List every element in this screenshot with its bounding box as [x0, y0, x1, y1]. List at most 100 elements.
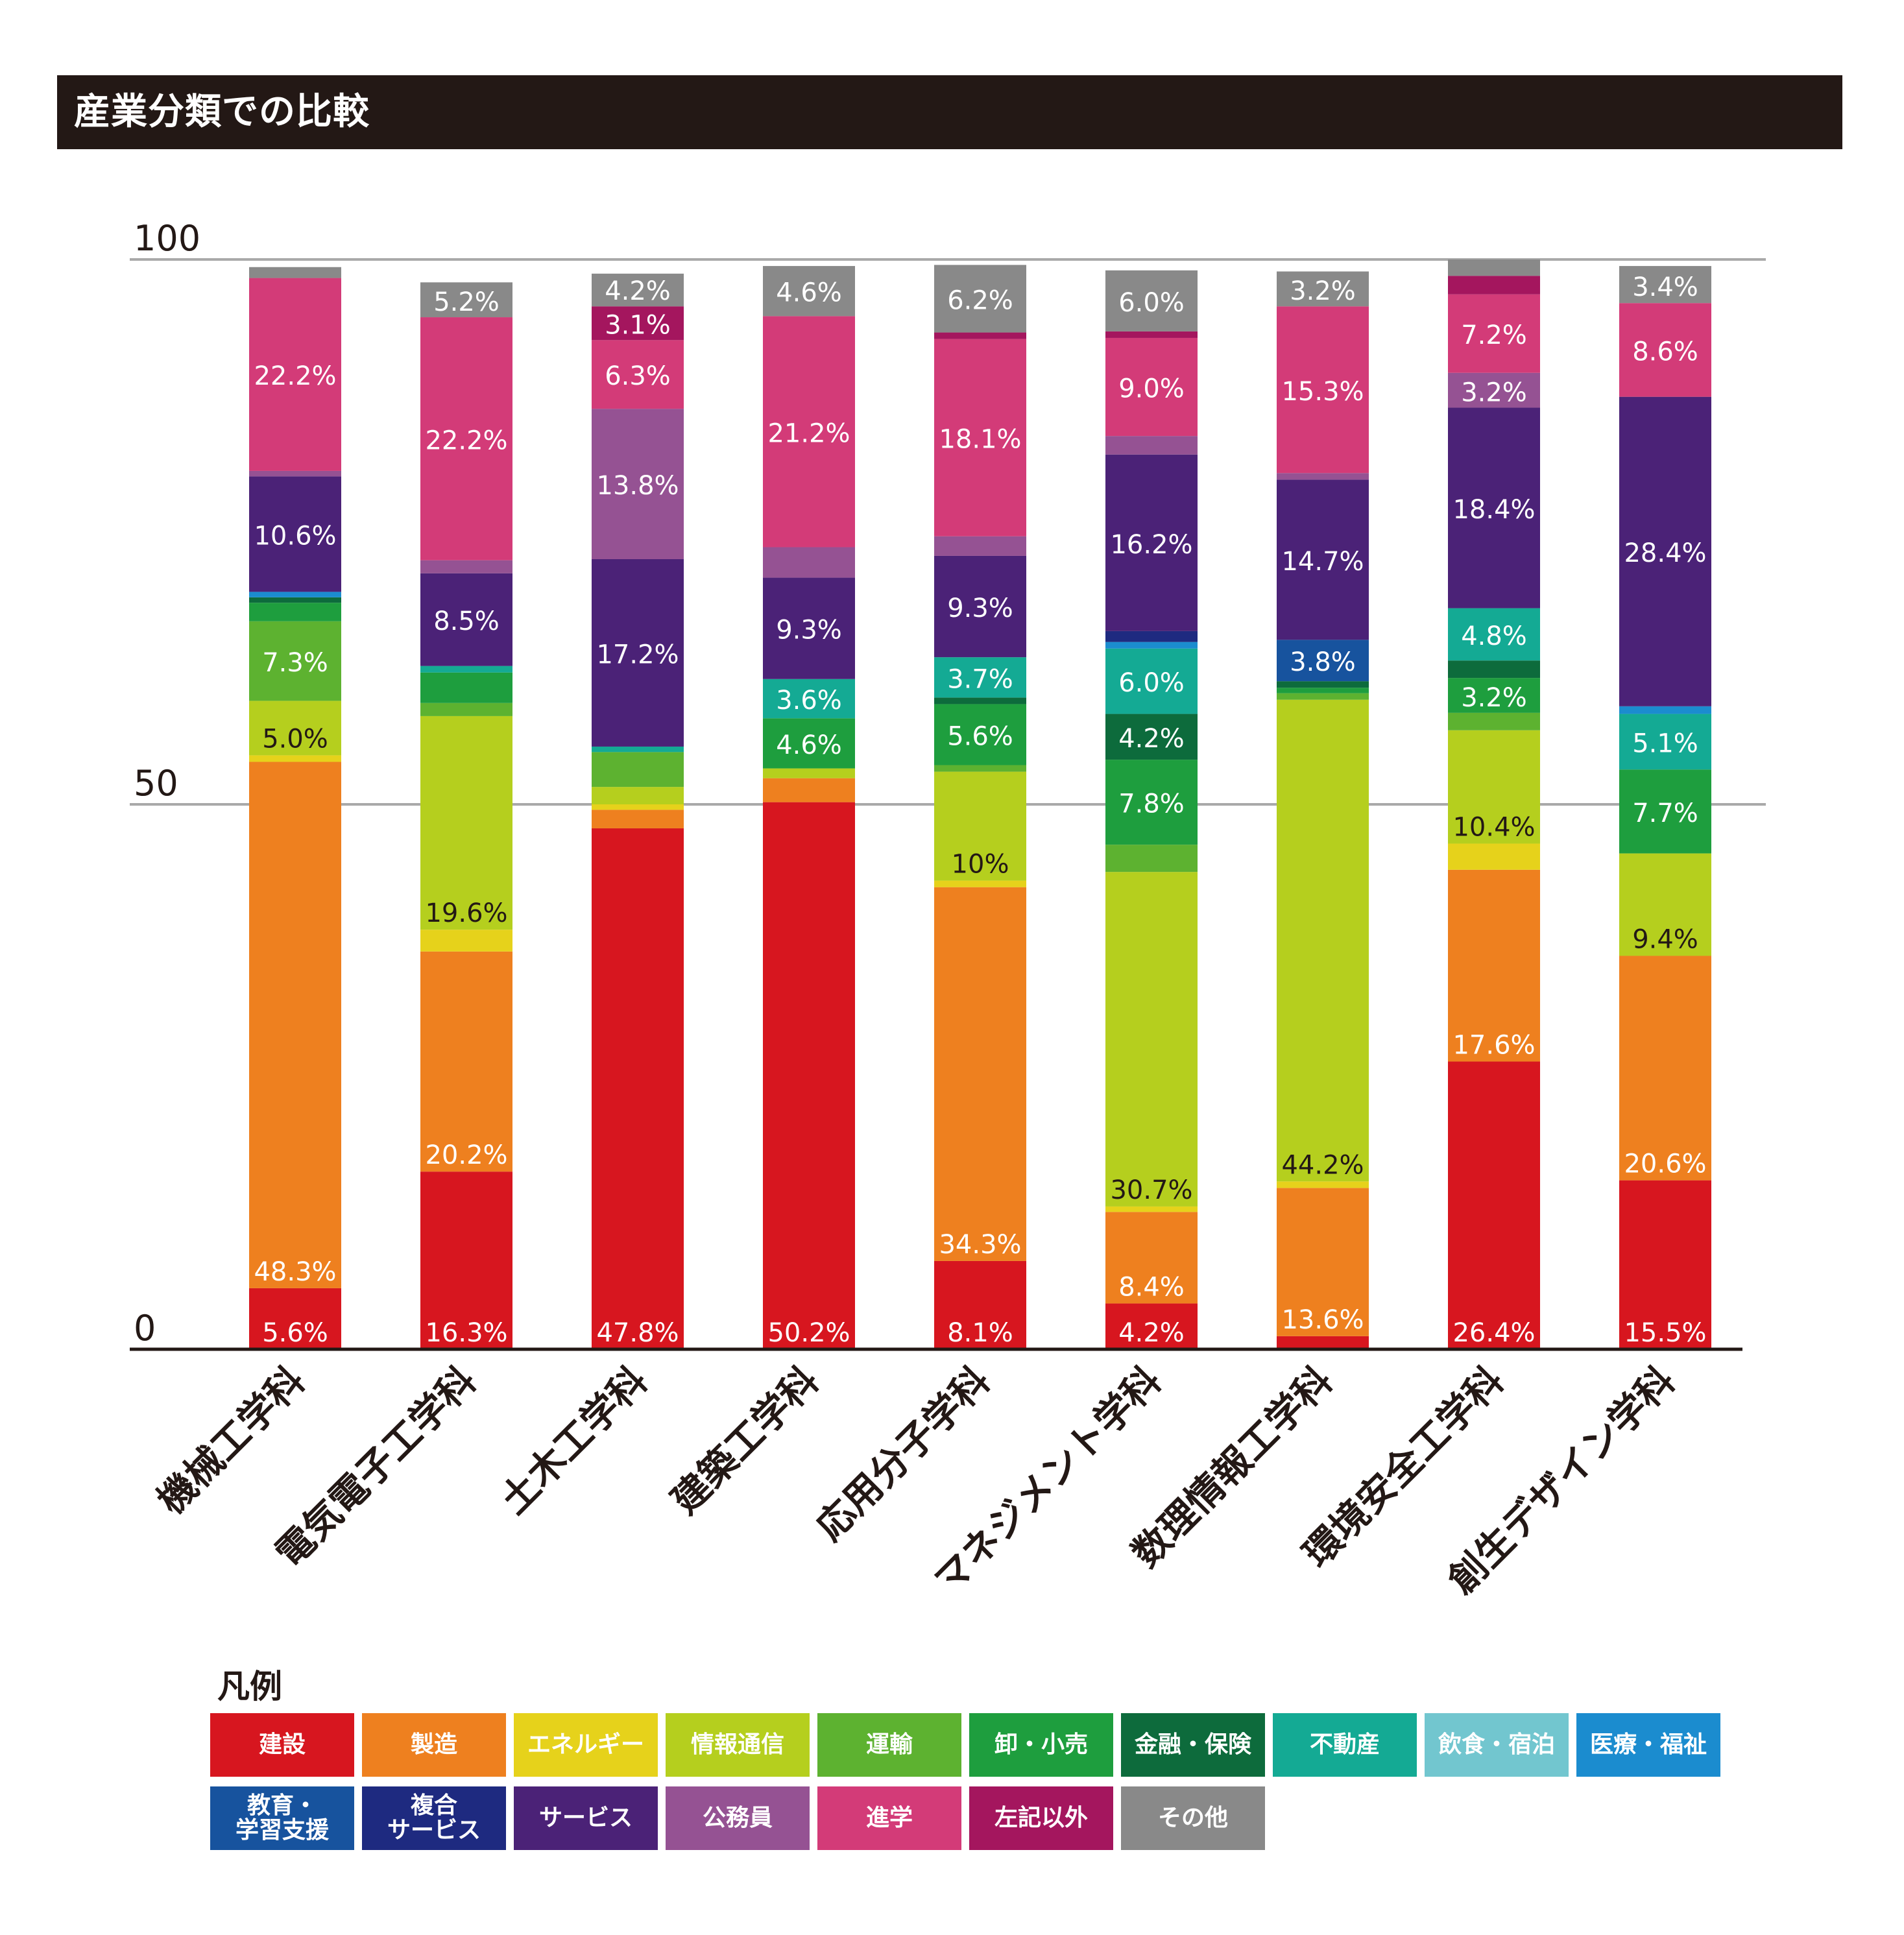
- data-label: 5.0%: [262, 724, 328, 754]
- legend-item: 左記以外: [969, 1786, 1113, 1850]
- bar-segment: [763, 266, 855, 317]
- legend-item: 公務員: [666, 1786, 810, 1850]
- data-label: 8.5%: [433, 607, 500, 636]
- data-label: 3.1%: [605, 310, 671, 340]
- legend-item: 金融・保険: [1121, 1713, 1265, 1777]
- bar-segment: [1105, 631, 1198, 642]
- bar-segment: [934, 887, 1026, 1261]
- bar-segment: [1448, 712, 1540, 730]
- bar-segment: [420, 703, 512, 716]
- data-label: 18.1%: [939, 425, 1021, 455]
- bar-segment: [1105, 760, 1198, 845]
- data-label: 3.2%: [1461, 378, 1527, 407]
- bar-segment: [249, 603, 341, 621]
- data-label: 4.2%: [605, 276, 671, 306]
- bar-segment: [249, 1288, 341, 1349]
- legend-item: 不動産: [1273, 1713, 1417, 1777]
- data-label: 8.4%: [1118, 1272, 1185, 1302]
- bar-segment: [1448, 294, 1540, 373]
- bar-segment: [1619, 853, 1711, 956]
- data-label: 6.2%: [947, 285, 1013, 315]
- data-label: 4.8%: [1461, 621, 1527, 651]
- bar-segment: [1105, 436, 1198, 455]
- data-label: 17.2%: [596, 640, 679, 669]
- bar-segment: [249, 592, 341, 597]
- data-label: 5.2%: [433, 287, 500, 317]
- bar-segment: [1448, 660, 1540, 679]
- data-label: 15.3%: [1281, 377, 1364, 407]
- bar-segment: [249, 755, 341, 762]
- y-tick-label: 100: [134, 218, 200, 259]
- bar-segment: [420, 715, 512, 930]
- bar-segment: [1277, 479, 1369, 640]
- bar-segment: [1619, 303, 1711, 397]
- data-label: 10%: [952, 850, 1009, 880]
- bar-segment: [1105, 648, 1198, 714]
- bar-segment: [934, 771, 1026, 881]
- bar-segment: [934, 1260, 1026, 1349]
- bar-segment: [1277, 1181, 1369, 1188]
- data-label: 9.3%: [776, 616, 842, 645]
- bar-segment: [934, 765, 1026, 772]
- bar-segment: [592, 804, 684, 810]
- bar-segment: [934, 339, 1026, 536]
- bar-segment: [1277, 688, 1369, 693]
- bar-segment: [1105, 454, 1198, 631]
- bar-segment: [1277, 1336, 1369, 1349]
- data-label: 10.4%: [1452, 812, 1535, 842]
- data-label: 20.2%: [425, 1140, 507, 1170]
- data-label: 3.7%: [947, 664, 1013, 694]
- bar-segment: [1105, 872, 1198, 1207]
- data-label: 14.7%: [1281, 547, 1364, 577]
- data-label: 30.7%: [1110, 1175, 1192, 1205]
- legend-item: 複合 サービス: [362, 1786, 506, 1850]
- bar-segment: [1619, 1180, 1711, 1349]
- bar-segment: [1277, 473, 1369, 480]
- bar-segment: [1277, 306, 1369, 474]
- x-category-label: 土木工学科: [492, 1358, 656, 1522]
- data-label: 15.5%: [1624, 1318, 1706, 1348]
- bar-segment: [763, 316, 855, 547]
- bar-segment: [592, 340, 684, 409]
- data-label: 9.4%: [1632, 925, 1698, 955]
- data-label: 21.2%: [767, 418, 850, 448]
- bar-segment: [1448, 372, 1540, 408]
- data-label: 6.3%: [605, 361, 671, 391]
- legend-item: 飲食・宿泊: [1425, 1713, 1569, 1777]
- data-label: 3.2%: [1290, 276, 1356, 306]
- data-label: 48.3%: [254, 1257, 336, 1287]
- bar-segment: [1448, 843, 1540, 870]
- data-label: 18.4%: [1452, 495, 1535, 525]
- bar-segment: [1619, 266, 1711, 304]
- data-label: 7.7%: [1632, 799, 1698, 828]
- bar-segment: [592, 306, 684, 341]
- bar-segment: [1277, 640, 1369, 682]
- bar-segment: [763, 547, 855, 578]
- x-category-label: 応用分子学科: [808, 1358, 998, 1549]
- legend-item: エネルギー: [514, 1713, 658, 1777]
- data-label: 6.0%: [1118, 288, 1185, 318]
- data-label: 22.2%: [254, 361, 336, 391]
- bar-segment: [1105, 270, 1198, 331]
- bar-segment: [420, 1172, 512, 1349]
- y-tick-label: 50: [134, 763, 178, 804]
- bar-segment: [763, 778, 855, 802]
- bar-segment: [1105, 331, 1198, 338]
- legend-title: 凡例: [217, 1668, 282, 1705]
- bar-segment: [420, 573, 512, 666]
- title-bar: 産業分類での比較: [57, 75, 1842, 149]
- bar-segment: [763, 768, 855, 778]
- x-category-label: 建築工学科: [663, 1358, 827, 1522]
- data-label: 9.0%: [1118, 374, 1185, 404]
- data-label: 3.4%: [1632, 272, 1698, 302]
- bar-segment: [592, 752, 684, 787]
- data-label: 4.2%: [1118, 1318, 1185, 1348]
- bar-segment: [1619, 955, 1711, 1181]
- data-label: 5.1%: [1632, 728, 1698, 758]
- data-label: 6.0%: [1118, 668, 1185, 698]
- data-label: 13.8%: [596, 471, 679, 501]
- bar-segment: [1277, 693, 1369, 700]
- bar-segment: [934, 555, 1026, 658]
- bar-segment: [1105, 845, 1198, 872]
- data-label: 4.6%: [776, 730, 842, 760]
